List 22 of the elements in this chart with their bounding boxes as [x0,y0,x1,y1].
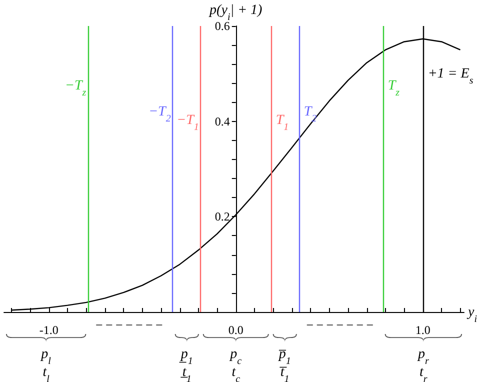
text: t̅$_{1}$ [279,365,290,382]
text: p̅$_{1}$ [278,347,291,366]
y-tick-label: 0.4 [214,114,230,128]
ref-line-label: −T$_{z}$ [65,78,86,98]
x-tick-label: 1.0 [415,323,430,337]
ref-line-label: −T$_{2}$ [148,104,171,124]
ref-line-label: +1 = E$_{s}$ [428,66,474,86]
text: p$_{c}$ [229,347,242,366]
y-tick-label: 0.2 [214,210,230,224]
text: p̲$_{1}$ [179,347,193,366]
ref-line-label: T$_{z}$ [388,78,400,98]
text: p$_{l}$ [40,347,52,366]
text: t̲$_{1}$ [180,365,192,382]
x-axis-title: y$_{i}$ [466,305,478,324]
ref-line-label: −T$_{1}$ [176,112,199,132]
text: t$_{r}$ [420,365,428,382]
text: t$_{c}$ [232,365,241,382]
text: p$_{r}$ [416,347,429,366]
ref-line-label: T$_{1}$ [276,112,289,132]
x-tick-label: -1.0 [39,323,58,337]
text: t$_{l}$ [42,365,50,382]
x-tick-label: 0.0 [228,323,244,337]
